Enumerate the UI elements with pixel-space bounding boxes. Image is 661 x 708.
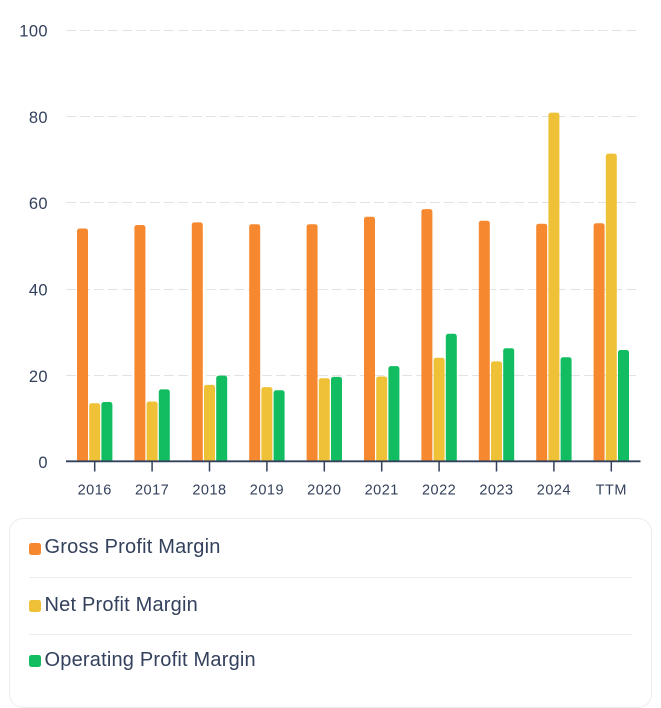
- svg-text:2017: 2017: [135, 483, 169, 499]
- svg-text:2024: 2024: [537, 483, 571, 499]
- svg-text:100: 100: [19, 23, 48, 41]
- svg-text:2023: 2023: [479, 483, 513, 499]
- svg-text:2021: 2021: [365, 483, 399, 499]
- svg-text:2016: 2016: [78, 483, 112, 499]
- svg-text:60: 60: [29, 195, 48, 213]
- svg-text:40: 40: [29, 282, 48, 300]
- svg-text:TTM: TTM: [596, 483, 627, 499]
- svg-text:2019: 2019: [250, 483, 284, 499]
- svg-text:20: 20: [29, 368, 48, 386]
- svg-text:2018: 2018: [192, 483, 226, 499]
- svg-text:0: 0: [38, 454, 48, 472]
- svg-text:2022: 2022: [422, 483, 456, 499]
- svg-text:2020: 2020: [307, 483, 341, 499]
- svg-text:80: 80: [29, 109, 48, 127]
